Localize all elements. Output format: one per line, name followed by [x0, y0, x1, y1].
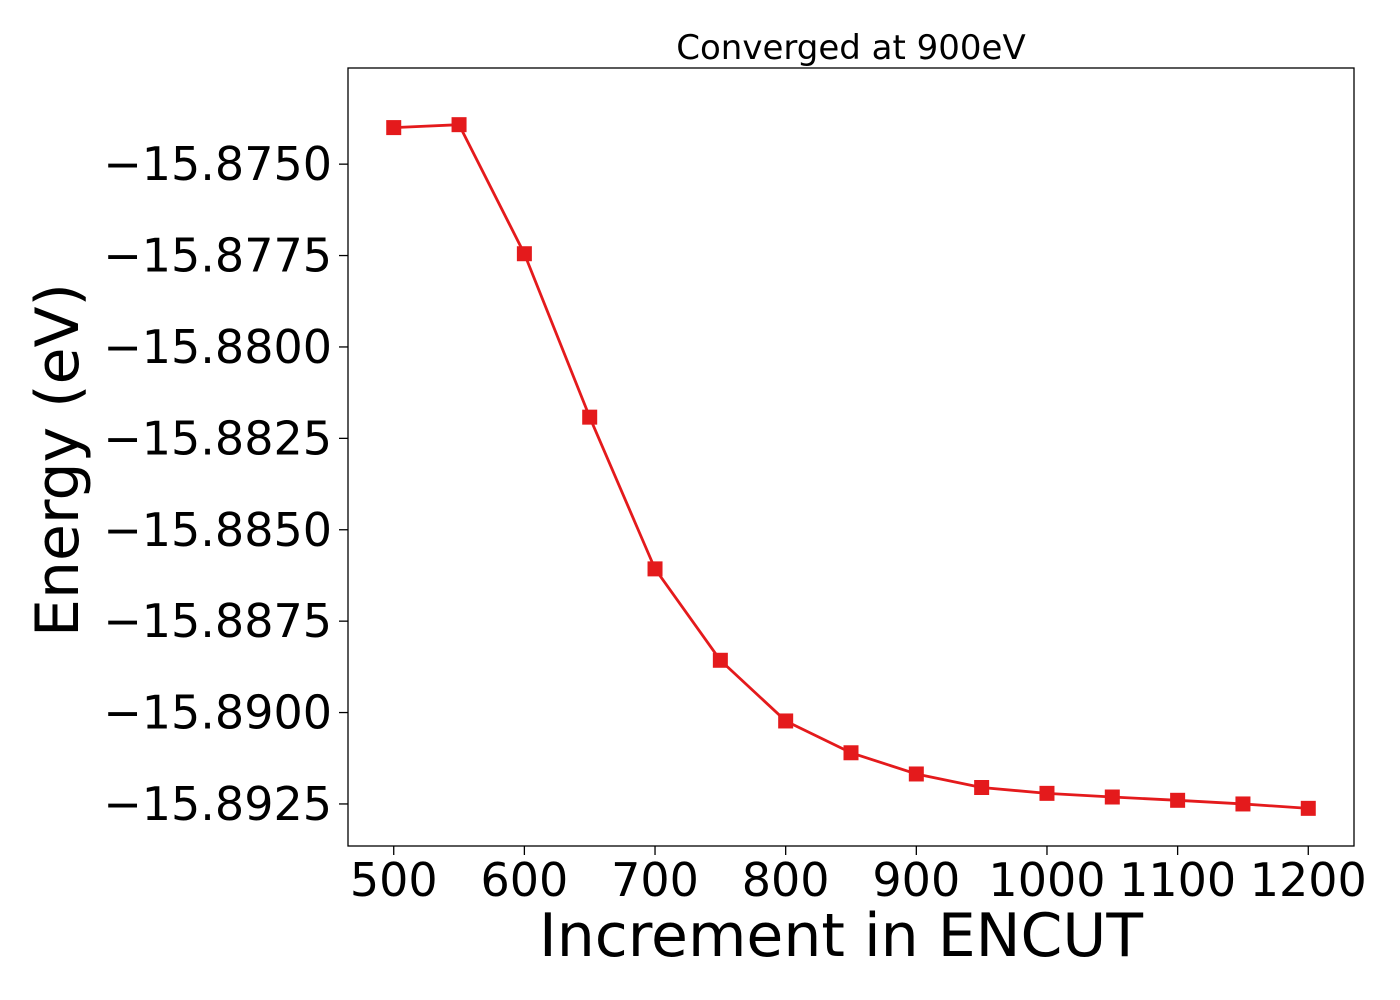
- data-point-marker: [1039, 785, 1055, 801]
- chart-title: Converged at 900eV: [676, 28, 1025, 68]
- y-tick-label: −15.8850: [103, 503, 332, 557]
- data-point-marker: [843, 745, 859, 761]
- y-axis-label: Energy (eV): [23, 283, 93, 637]
- series-layer: [386, 117, 1316, 816]
- data-point-marker: [386, 120, 402, 136]
- data-point-marker: [974, 780, 990, 796]
- y-tick-label: −15.8900: [103, 686, 332, 740]
- data-point-marker: [908, 766, 924, 782]
- data-point-marker: [451, 117, 467, 133]
- y-tick-label: −15.8750: [103, 137, 332, 191]
- x-tick-label: 1000: [988, 853, 1105, 907]
- plot-frame: [347, 67, 1355, 847]
- y-tick-label: −15.8925: [103, 777, 332, 831]
- plot-background: [348, 68, 1354, 846]
- x-tick-label: 800: [742, 853, 830, 907]
- data-point-marker: [647, 561, 663, 577]
- y-tick-label: −15.8825: [103, 411, 332, 465]
- data-point-marker: [582, 409, 598, 425]
- data-point-marker: [712, 652, 728, 668]
- x-tick-label: 600: [480, 853, 568, 907]
- data-point-marker: [1104, 789, 1120, 805]
- x-tick-label: 500: [350, 853, 438, 907]
- data-point-marker: [1235, 796, 1251, 812]
- x-tick-label: 700: [611, 853, 699, 907]
- data-point-marker: [516, 246, 532, 262]
- y-tick-label: −15.8800: [103, 320, 332, 374]
- data-point-marker: [1300, 800, 1316, 816]
- x-axis: 500 600 700 800 900 1000 1100 1200: [350, 846, 1367, 907]
- x-tick-label: 1100: [1119, 853, 1236, 907]
- x-tick-label: 900: [872, 853, 960, 907]
- y-axis: −15.8750 −15.8775 −15.8800 −15.8825 −15.8850…: [103, 137, 348, 831]
- data-point-marker: [1170, 792, 1186, 808]
- x-axis-label: Increment in ENCUT: [539, 901, 1143, 971]
- y-tick-label: −15.8875: [103, 594, 332, 648]
- data-point-marker: [778, 713, 794, 729]
- y-tick-label: −15.8775: [103, 229, 332, 283]
- x-tick-label: 1200: [1250, 853, 1367, 907]
